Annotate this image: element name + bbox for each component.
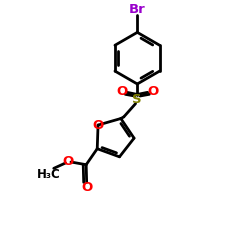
Text: Br: Br (129, 3, 146, 16)
Text: H₃C: H₃C (36, 168, 60, 181)
Text: S: S (132, 93, 142, 106)
Text: O: O (63, 154, 74, 168)
Text: O: O (147, 85, 158, 98)
Text: O: O (92, 118, 104, 132)
Text: O: O (116, 85, 128, 98)
Text: O: O (81, 181, 92, 194)
